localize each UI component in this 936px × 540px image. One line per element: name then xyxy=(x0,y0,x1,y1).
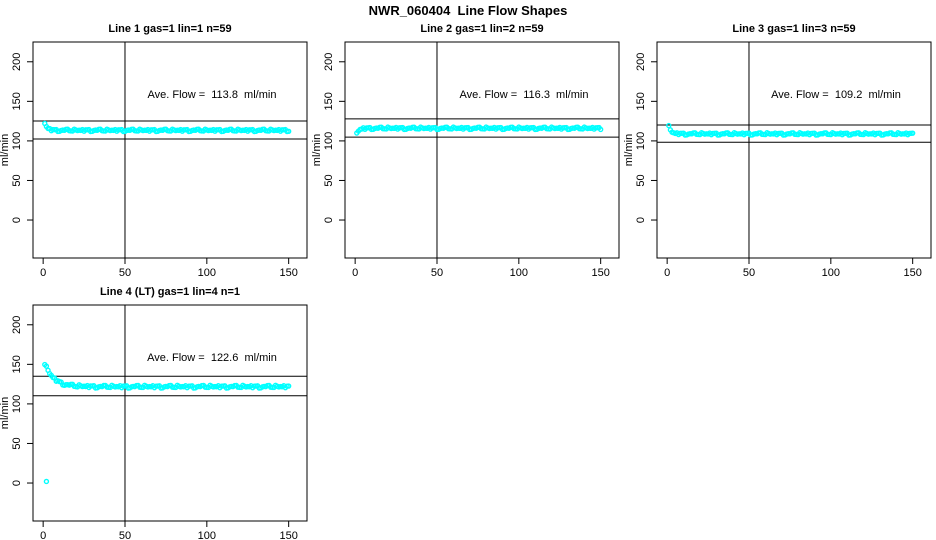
plot-box xyxy=(32,41,308,259)
y-tick-label: 100 xyxy=(11,132,23,150)
y-axis-label: ml/min xyxy=(0,134,11,166)
x-tick-label: 50 xyxy=(431,267,443,279)
panel-title: Line 3 gas=1 lin=3 n=59 xyxy=(732,23,856,35)
plot-area-line-2: 0 50 100 150 0 50 100 150 200 ml/min xyxy=(312,41,620,279)
outlier-point xyxy=(43,478,50,485)
plot-box xyxy=(32,304,308,522)
panel-title: Line 2 gas=1 lin=2 n=59 xyxy=(420,23,544,35)
y-axis-label: ml/min xyxy=(624,134,635,166)
data-points xyxy=(666,122,916,138)
x-tick-label: 50 xyxy=(119,530,131,540)
plot-box xyxy=(344,41,620,259)
x-tick-label: 150 xyxy=(903,267,921,279)
plot-area-line-3: 0 50 100 150 0 50 100 150 200 ml/min xyxy=(624,41,932,279)
y-tick-label: 100 xyxy=(11,395,23,413)
y-tick-label: 0 xyxy=(635,217,647,223)
data-points xyxy=(42,120,292,135)
x-tick-label: 100 xyxy=(510,267,528,279)
y-tick-label: 100 xyxy=(323,132,335,150)
data-point xyxy=(285,128,292,135)
y-axis: 0 50 100 150 200 ml/min xyxy=(0,316,33,486)
y-tick-label: 50 xyxy=(635,174,647,186)
y-tick-label: 150 xyxy=(323,92,335,110)
panel-line-4-lt: 0 50 100 150 0 50 100 150 200 ml/min Line 4 (LT) … xyxy=(0,285,312,540)
y-tick-label: 200 xyxy=(323,53,335,71)
ave-flow-annotation: Ave. Flow = 122.6 ml/min xyxy=(147,352,277,364)
x-tick-label: 0 xyxy=(352,267,358,279)
y-tick-label: 0 xyxy=(323,217,335,223)
x-tick-label: 0 xyxy=(664,267,670,279)
x-tick-label: 50 xyxy=(743,267,755,279)
data-point xyxy=(909,130,916,136)
panel-line-1: 0 50 100 150 0 50 100 150 200 ml/min Line 1 gas=1… xyxy=(0,22,312,285)
data-points xyxy=(42,361,292,485)
x-tick-label: 0 xyxy=(40,267,46,279)
x-axis: 0 50 100 150 xyxy=(664,258,922,279)
y-axis: 0 50 100 150 200 ml/min xyxy=(312,53,345,223)
ave-flow-annotation: Ave. Flow = 113.8 ml/min xyxy=(147,89,277,101)
x-axis: 0 50 100 150 xyxy=(352,258,610,279)
panel-title: Line 1 gas=1 lin=1 n=59 xyxy=(108,23,232,35)
y-axis: 0 50 100 150 200 ml/min xyxy=(0,53,33,223)
x-axis: 0 50 100 150 xyxy=(40,258,298,279)
ave-flow-annotation: Ave. Flow = 116.3 ml/min xyxy=(459,89,589,101)
x-tick-label: 50 xyxy=(119,267,131,279)
plot-area-line-1: 0 50 100 150 0 50 100 150 200 ml/min xyxy=(0,41,308,279)
y-tick-label: 150 xyxy=(11,355,23,373)
panel-line-3: 0 50 100 150 0 50 100 150 200 ml/min Line 3 gas=1… xyxy=(624,22,936,285)
y-tick-label: 100 xyxy=(635,132,647,150)
x-tick-label: 100 xyxy=(822,267,840,279)
y-tick-label: 200 xyxy=(11,316,23,334)
x-tick-label: 0 xyxy=(40,530,46,540)
data-point xyxy=(597,126,604,133)
y-axis: 0 50 100 150 200 ml/min xyxy=(624,53,657,223)
panel-line-2: 0 50 100 150 0 50 100 150 200 ml/min Line 2 gas=1… xyxy=(312,22,624,285)
x-tick-label: 150 xyxy=(279,530,297,540)
x-tick-label: 100 xyxy=(198,530,216,540)
y-tick-label: 200 xyxy=(635,53,647,71)
x-tick-label: 150 xyxy=(279,267,297,279)
y-tick-label: 0 xyxy=(11,480,23,486)
y-axis-label: ml/min xyxy=(0,397,11,429)
x-tick-label: 150 xyxy=(591,267,609,279)
y-tick-label: 0 xyxy=(11,217,23,223)
panel-title: Line 4 (LT) gas=1 lin=4 n=1 xyxy=(99,286,241,298)
data-points xyxy=(354,124,604,136)
plot-box xyxy=(656,41,932,259)
plot-area-line-4: 0 50 100 150 0 50 100 150 200 ml/min xyxy=(0,304,308,540)
ave-flow-annotation: Ave. Flow = 109.2 ml/min xyxy=(771,89,901,101)
y-axis-label: ml/min xyxy=(312,134,323,166)
data-point xyxy=(285,383,292,389)
y-tick-label: 50 xyxy=(323,174,335,186)
x-tick-label: 100 xyxy=(198,267,216,279)
y-tick-label: 200 xyxy=(11,53,23,71)
y-tick-label: 150 xyxy=(11,92,23,110)
y-tick-label: 50 xyxy=(11,437,23,449)
figure-title: NWR_060404 Line Flow Shapes xyxy=(368,3,568,18)
y-tick-label: 150 xyxy=(635,92,647,110)
x-axis: 0 50 100 150 xyxy=(40,521,298,540)
y-tick-label: 50 xyxy=(11,174,23,186)
data-point xyxy=(666,122,672,129)
